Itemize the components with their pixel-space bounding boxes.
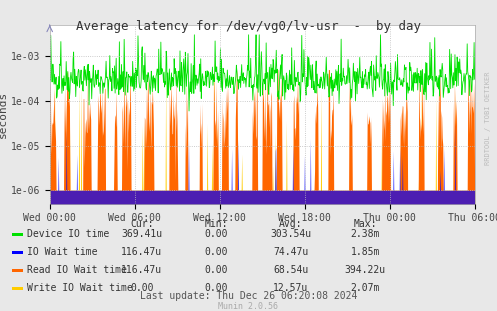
Text: Read IO Wait time: Read IO Wait time bbox=[27, 265, 127, 275]
Text: 116.47u: 116.47u bbox=[121, 265, 162, 275]
Text: 0.00: 0.00 bbox=[204, 283, 228, 293]
Text: 0.00: 0.00 bbox=[204, 229, 228, 239]
Text: 0.00: 0.00 bbox=[204, 265, 228, 275]
Text: 74.47u: 74.47u bbox=[273, 247, 308, 257]
Text: 0.00: 0.00 bbox=[130, 283, 154, 293]
Text: Cur:: Cur: bbox=[130, 219, 154, 229]
Text: Avg:: Avg: bbox=[279, 219, 303, 229]
Y-axis label: seconds: seconds bbox=[0, 91, 8, 138]
Text: 2.38m: 2.38m bbox=[350, 229, 380, 239]
Text: 394.22u: 394.22u bbox=[345, 265, 386, 275]
Text: IO Wait time: IO Wait time bbox=[27, 247, 98, 257]
Text: Max:: Max: bbox=[353, 219, 377, 229]
Text: 12.57u: 12.57u bbox=[273, 283, 308, 293]
Text: RRDTOOL / TOBI OETIKER: RRDTOOL / TOBI OETIKER bbox=[485, 72, 491, 165]
Text: Average latency for /dev/vg0/lv-usr  -  by day: Average latency for /dev/vg0/lv-usr - by… bbox=[76, 20, 421, 33]
Text: 303.54u: 303.54u bbox=[270, 229, 311, 239]
Text: Munin 2.0.56: Munin 2.0.56 bbox=[219, 301, 278, 310]
Text: 0.00: 0.00 bbox=[204, 247, 228, 257]
Text: Min:: Min: bbox=[204, 219, 228, 229]
Text: Write IO Wait time: Write IO Wait time bbox=[27, 283, 133, 293]
Text: 2.07m: 2.07m bbox=[350, 283, 380, 293]
Text: 116.47u: 116.47u bbox=[121, 247, 162, 257]
Text: 369.41u: 369.41u bbox=[121, 229, 162, 239]
Text: 1.85m: 1.85m bbox=[350, 247, 380, 257]
Text: Last update: Thu Dec 26 06:20:08 2024: Last update: Thu Dec 26 06:20:08 2024 bbox=[140, 291, 357, 301]
Text: 68.54u: 68.54u bbox=[273, 265, 308, 275]
Text: Device IO time: Device IO time bbox=[27, 229, 109, 239]
